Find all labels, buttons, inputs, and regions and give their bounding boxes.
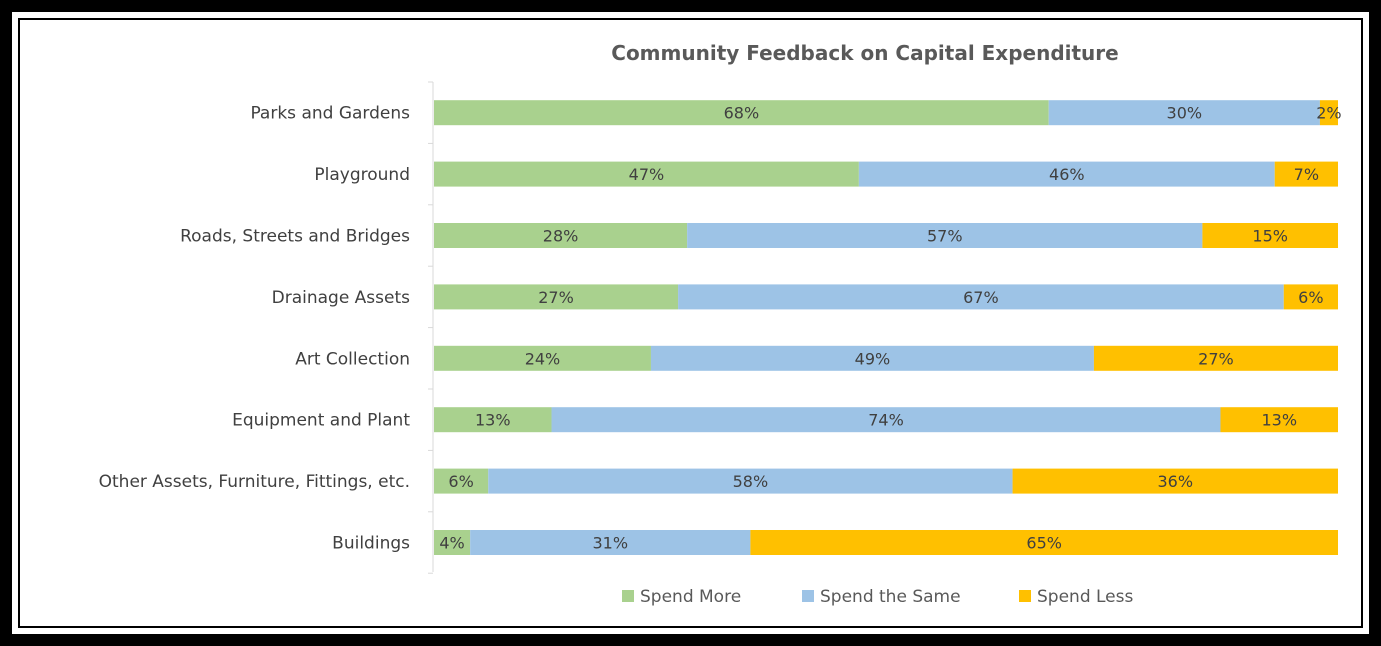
data-label-spend-the-same-equipment-and-plant: 74% — [868, 411, 904, 430]
data-label-spend-the-same-roads-streets-and-bridges: 57% — [927, 227, 963, 246]
data-label-spend-the-same-drainage-assets: 67% — [963, 288, 999, 307]
data-label-spend-the-same-parks-and-gardens: 30% — [1167, 104, 1203, 123]
bar-spend-more-drainage-assets — [434, 284, 679, 310]
data-label-spend-the-same-art-collection: 49% — [855, 349, 891, 368]
chart-title: Community Feedback on Capital Expenditur… — [611, 41, 1118, 65]
bar-spend-more-parks-and-gardens — [434, 100, 1049, 126]
bar-spend-less-roads-streets-and-bridges — [1202, 223, 1338, 248]
data-label-spend-less-drainage-assets: 6% — [1298, 288, 1323, 307]
legend-swatch-spend-the-same — [802, 590, 814, 602]
data-label-spend-more-playground: 47% — [629, 165, 665, 184]
legend-swatch-spend-less — [1019, 590, 1031, 602]
bar-spend-more-roads-streets-and-bridges — [434, 223, 688, 248]
bar-spend-less-parks-and-gardens — [1319, 100, 1338, 126]
bar-spend-more-playground — [434, 161, 859, 187]
bar-spend-less-art-collection — [1093, 345, 1338, 371]
data-label-spend-the-same-buildings: 31% — [592, 534, 628, 553]
data-label-spend-more-roads-streets-and-bridges: 28% — [543, 227, 579, 246]
legend: Spend More Spend the Same Spend Less — [622, 587, 1133, 607]
bar-spend-the-same-buildings — [470, 530, 751, 555]
bar-spend-the-same-art-collection — [650, 345, 1094, 371]
category-label-equipment-and-plant: Equipment and Plant — [232, 411, 410, 431]
data-label-spend-less-playground: 7% — [1294, 165, 1319, 184]
category-label-drainage-assets: Drainage Assets — [272, 288, 411, 308]
bar-spend-more-other-assets-furniture-fittings-etc — [434, 468, 489, 494]
data-label-spend-less-other-assets-furniture-fittings-etc: 36% — [1157, 472, 1193, 491]
data-label-spend-less-equipment-and-plant: 13% — [1261, 411, 1297, 430]
data-label-spend-less-art-collection: 27% — [1198, 349, 1234, 368]
data-label-spend-less-roads-streets-and-bridges: 15% — [1252, 227, 1288, 246]
data-label-spend-the-same-other-assets-furniture-fittings-etc: 58% — [733, 472, 769, 491]
data-label-spend-less-buildings: 65% — [1026, 534, 1062, 553]
data-label-spend-the-same-playground: 46% — [1049, 165, 1085, 184]
bar-spend-less-drainage-assets — [1283, 284, 1338, 310]
data-label-spend-less-parks-and-gardens: 2% — [1316, 104, 1341, 123]
bar-spend-less-buildings — [750, 530, 1338, 555]
bar-spend-less-other-assets-furniture-fittings-etc — [1012, 468, 1338, 494]
legend-label-spend-the-same: Spend the Same — [820, 587, 961, 607]
data-label-spend-more-drainage-assets: 27% — [538, 288, 574, 307]
bar-spend-the-same-parks-and-gardens — [1048, 100, 1320, 126]
bar-spend-the-same-equipment-and-plant — [551, 407, 1221, 433]
data-label-spend-more-art-collection: 24% — [525, 349, 561, 368]
data-label-spend-more-other-assets-furniture-fittings-etc: 6% — [448, 472, 473, 491]
category-labels: Parks and Gardens Playground Roads, Street… — [99, 81, 433, 574]
category-label-buildings: Buildings — [332, 534, 410, 554]
bar-spend-the-same-playground — [858, 161, 1275, 187]
bar-spend-more-art-collection — [434, 345, 651, 371]
data-label-spend-more-equipment-and-plant: 13% — [475, 411, 511, 430]
legend-label-spend-more: Spend More — [640, 587, 741, 607]
category-label-other-assets-furniture-fittings-etc: Other Assets, Furniture, Fittings, etc. — [99, 472, 410, 492]
category-label-roads-streets-and-bridges: Roads, Streets and Bridges — [180, 227, 410, 247]
bars-group: 68% 30% 2% 47% 46% 7% 28% 57% 15% 27% 67% 6% 24% 49% 2… — [434, 100, 1342, 555]
bar-spend-more-equipment-and-plant — [434, 407, 552, 433]
category-label-playground: Playground — [314, 165, 410, 185]
data-label-spend-more-parks-and-gardens: 68% — [724, 104, 760, 123]
bar-spend-more-buildings — [434, 530, 471, 555]
bar-spend-the-same-other-assets-furniture-fittings-etc — [488, 468, 1013, 494]
category-label-parks-and-gardens: Parks and Gardens — [250, 104, 410, 124]
bar-spend-the-same-drainage-assets — [678, 284, 1284, 310]
bar-spend-the-same-roads-streets-and-bridges — [687, 223, 1203, 248]
legend-swatch-spend-more — [622, 590, 634, 602]
category-label-art-collection: Art Collection — [295, 349, 410, 369]
bar-spend-less-equipment-and-plant — [1220, 407, 1338, 433]
legend-label-spend-less: Spend Less — [1037, 587, 1133, 607]
data-label-spend-more-buildings: 4% — [439, 534, 464, 553]
bar-spend-less-playground — [1274, 161, 1338, 187]
